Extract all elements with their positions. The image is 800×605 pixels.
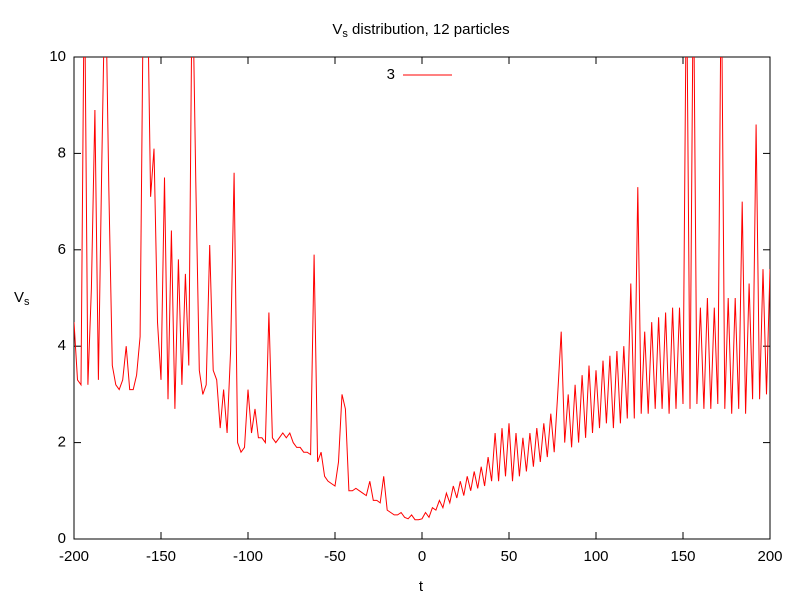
x-axis-label: t (419, 578, 424, 595)
x-tick-label: -150 (146, 548, 176, 565)
plot-area (74, 57, 770, 521)
y-tick-label: 0 (58, 530, 66, 547)
x-tick-label: 200 (757, 548, 782, 565)
x-tick-label: 100 (583, 548, 608, 565)
plot-border (73, 56, 771, 540)
title-part: V (332, 21, 342, 38)
x-tick-label: 150 (670, 548, 695, 565)
y-tick-label: 8 (58, 144, 66, 161)
legend-label: 3 (387, 66, 395, 83)
y-tick-label: 6 (58, 241, 66, 258)
title-part: distribution, 12 particles (348, 21, 510, 38)
x-tick-label: -50 (324, 548, 346, 565)
y-tick-label: 4 (58, 337, 66, 354)
x-tick-label: 0 (418, 548, 426, 565)
y-tick-label: 10 (49, 48, 66, 65)
x-tick-label: -200 (59, 548, 89, 565)
data-line (74, 57, 770, 521)
chart-title: Vs distribution, 12 particles (332, 21, 509, 40)
ylabel-part: V (14, 289, 24, 306)
y-axis-label: Vs (14, 289, 30, 308)
ylabel-subscript: s (24, 296, 30, 308)
x-tick-label: 50 (501, 548, 518, 565)
x-tick-label: -100 (233, 548, 263, 565)
title-subscript: s (342, 28, 348, 40)
y-tick-label: 2 (58, 434, 66, 451)
